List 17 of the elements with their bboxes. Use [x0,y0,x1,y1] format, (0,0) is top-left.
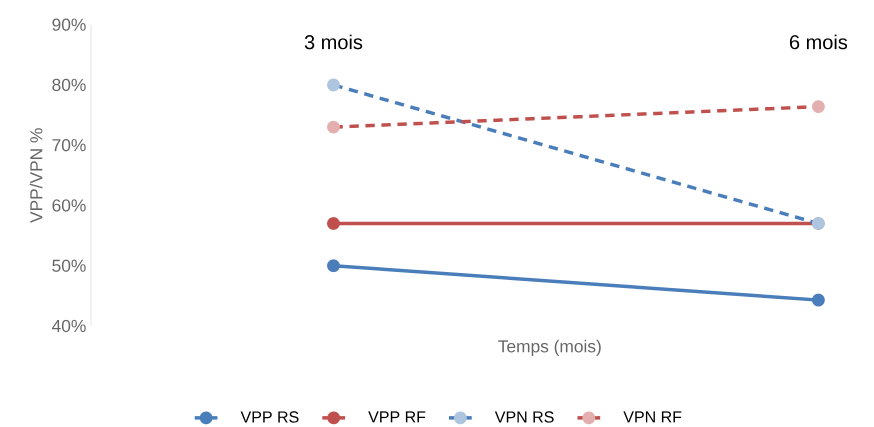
legend-label: VPN RS [494,411,554,423]
point [327,217,340,230]
y-tick-label: 50% [52,260,86,272]
y-axis-title: VPP/VPN % [30,128,42,223]
point [812,294,825,306]
point [327,259,340,272]
legend-label: VPP RF [368,411,426,422]
y-tick-label: 60% [52,199,86,212]
y-tick-label: 40% [52,320,86,332]
y-tick-label: 80% [52,78,86,92]
x-tick-label: 3 mois [304,34,362,50]
y-tick-label: 90% [52,18,86,31]
legend-label: VPP RS [240,411,298,423]
y-tick-label: 70% [52,139,86,152]
x-tick-label: 6 mois [790,34,848,50]
x-axis-title: Temps (mois) [498,340,601,356]
legend-label: VPN RF [623,411,682,422]
